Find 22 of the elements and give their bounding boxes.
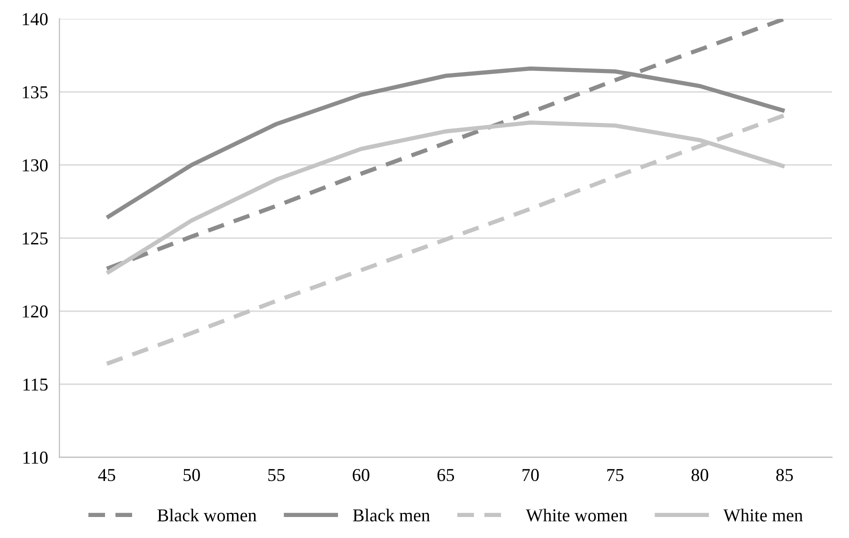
- y-tick-label: 115: [24, 378, 48, 391]
- x-tick-label: 55: [268, 469, 285, 482]
- legend-label: Black men: [352, 508, 430, 522]
- x-tick-label: 75: [607, 469, 624, 482]
- y-tick-label: 120: [22, 305, 48, 318]
- legend-label: White women: [526, 508, 628, 522]
- x-tick-label: 80: [692, 468, 708, 482]
- line-series: [104, 113, 787, 366]
- y-tick-label: 125: [22, 232, 48, 245]
- y-tick-label: 110: [24, 452, 48, 464]
- y-tick-label: 140: [22, 13, 48, 26]
- x-tick-label: 70: [522, 468, 539, 482]
- x-tick-label: 65: [437, 468, 454, 482]
- x-tick-label: 60: [352, 468, 370, 482]
- x-tick-label: 45: [98, 469, 116, 482]
- x-tick-label: 85: [776, 468, 793, 482]
- line-series: [104, 18, 787, 271]
- y-tick-label: 135: [22, 86, 48, 98]
- legend-label: Black women: [158, 508, 256, 522]
- y-tick-label: 130: [22, 159, 48, 172]
- x-tick-label: 50: [184, 468, 200, 482]
- legend-label: White men: [723, 508, 803, 522]
